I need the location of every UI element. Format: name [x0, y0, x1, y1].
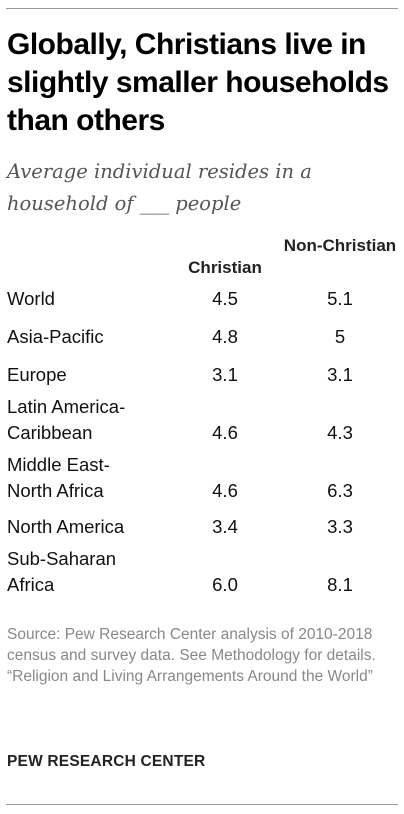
top-rule: [6, 8, 398, 9]
report-title: “Religion and Living Arrangements Around…: [7, 668, 373, 685]
value-christian-north-america: 3.4: [212, 516, 238, 537]
bottom-rule: [6, 804, 398, 805]
value-christian-sub-saharan-africa: 6.0: [212, 574, 238, 595]
value-non-christian-middle-east-north-africa: 6.3: [327, 480, 353, 501]
brand-logo-text: PEW RESEARCH CENTER: [7, 753, 206, 770]
column-header-christian: Christian: [188, 258, 262, 277]
value-christian-europe: 3.1: [212, 364, 238, 385]
row-label-europe: Europe: [7, 364, 67, 385]
row-label-sub-saharan-africa: Sub-Saharan Africa: [7, 548, 117, 595]
value-non-christian-sub-saharan-africa: 8.1: [327, 574, 353, 595]
column-header-non-christian: Non-Christian: [283, 236, 397, 255]
row-label-world: World: [7, 288, 55, 309]
row-label-middle-east-north-africa: Middle East-North Africa: [7, 454, 110, 501]
row-label-asia-pacific: Asia-Pacific: [7, 326, 104, 347]
row-label-north-america: North America: [7, 516, 125, 537]
source-text: Source: Pew Research Center analysis of …: [7, 626, 376, 664]
row-label-latin-america-caribbean: Latin America-Caribbean: [7, 396, 126, 443]
value-christian-world: 4.5: [212, 288, 238, 309]
value-non-christian-world: 5.1: [327, 288, 353, 309]
value-christian-latin-america-caribbean: 4.6: [212, 422, 238, 443]
chart-subtitle: Average individual resides in a househol…: [7, 160, 312, 215]
value-christian-asia-pacific: 4.8: [212, 326, 238, 347]
source-note: Source: Pew Research Center analysis of …: [7, 624, 397, 687]
value-non-christian-asia-pacific: 5: [334, 326, 346, 347]
value-non-christian-north-america: 3.3: [327, 516, 353, 537]
value-non-christian-latin-america-caribbean: 4.3: [327, 422, 353, 443]
value-non-christian-europe: 3.1: [327, 364, 353, 385]
value-christian-middle-east-north-africa: 4.6: [212, 480, 238, 501]
chart-title: Globally, Christians live in slightly sm…: [7, 28, 389, 137]
